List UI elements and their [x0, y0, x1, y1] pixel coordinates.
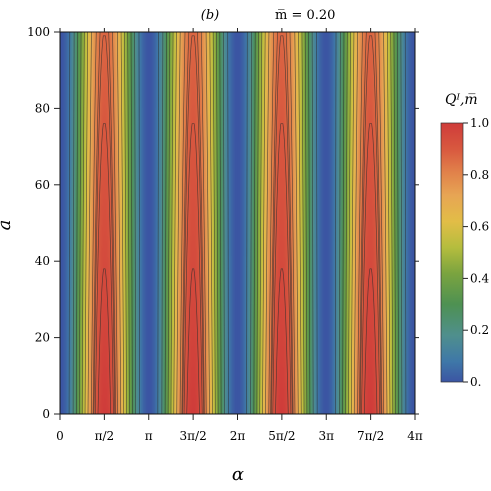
y-tick-label: 20: [35, 331, 50, 345]
y-tick-label: 40: [35, 254, 50, 268]
x-tick-label: 3π/2: [180, 429, 207, 443]
contour-line: [339, 32, 403, 414]
contour-line: [335, 32, 407, 414]
x-tick-label: 2π: [230, 429, 246, 443]
contour-line: [359, 35, 382, 414]
contour-line: [181, 32, 205, 414]
contour-line: [361, 123, 381, 414]
contour-lines: [68, 32, 407, 414]
contour-line: [182, 35, 204, 414]
x-tick-label: π/2: [95, 429, 115, 443]
contour-line: [173, 32, 213, 414]
x-tick-label: 0: [56, 429, 64, 443]
contour-line: [164, 32, 222, 414]
y-axis-label: a̅: [0, 220, 15, 231]
x-axis-label: α: [232, 464, 244, 485]
contour-line: [94, 123, 114, 414]
contour-line: [186, 268, 200, 414]
contour-line: [183, 123, 203, 414]
contour-line: [179, 32, 207, 414]
contour-line: [253, 32, 311, 414]
contour-line: [81, 32, 127, 414]
contour-line: [357, 32, 385, 414]
contour-line: [84, 32, 125, 414]
colorbar-tick-label: 1.0: [470, 116, 489, 130]
colorbar-tick-label: 0.8: [470, 168, 489, 182]
x-tick-label: 4π: [407, 429, 423, 443]
contour-line: [157, 32, 229, 414]
colorbar-tick-label: 0.6: [470, 220, 489, 234]
colorbar-scale: [440, 122, 464, 383]
contour-line: [271, 35, 293, 414]
contour-line: [176, 32, 210, 414]
contour-line: [265, 32, 299, 414]
panel-label: (b): [201, 8, 219, 23]
contour-line: [90, 32, 118, 414]
y-tick-label: 60: [35, 178, 50, 192]
contour-line: [353, 32, 388, 414]
y-tick-label: 0: [42, 407, 50, 421]
contour-line: [72, 32, 136, 414]
chart-subtitle: m̅ = 0.20: [275, 8, 335, 23]
contour-line: [87, 32, 122, 414]
contour-line: [363, 268, 378, 414]
contour-line: [161, 32, 225, 414]
contour-line: [79, 32, 130, 414]
contour-line: [270, 32, 294, 414]
contour-line: [262, 32, 302, 414]
colorbar-tick-label: 0.4: [470, 271, 489, 285]
contour-line: [342, 32, 399, 414]
x-tick-label: 5π/2: [268, 429, 295, 443]
contour-line: [170, 32, 216, 414]
contour-line: [250, 32, 314, 414]
contour-line: [275, 268, 289, 414]
contour-line: [167, 32, 219, 414]
contour-line: [268, 32, 296, 414]
contour-line: [68, 32, 140, 414]
contour-line: [350, 32, 391, 414]
contour-line: [97, 268, 112, 414]
contour-line: [259, 32, 305, 414]
contour-line: [359, 32, 383, 414]
x-tick-label: π: [145, 429, 153, 443]
colorbar-tick-label: 0.2: [470, 323, 489, 337]
colorbar-tick-label: 0.: [470, 375, 481, 389]
contour-line: [93, 35, 116, 414]
y-axis: 0 20 40 60 80 100: [27, 25, 419, 421]
x-tick-label: 3π: [318, 429, 334, 443]
contour-line: [345, 32, 396, 414]
y-tick-label: 100: [27, 25, 50, 39]
colorbar-label: Qᴵ,m̅: [445, 92, 478, 108]
contour-line: [256, 32, 308, 414]
contour-line: [348, 32, 394, 414]
x-tick-label: 7π/2: [357, 429, 384, 443]
colorbar-axis: 0. 0.2 0.4 0.6 0.8 1.0: [463, 116, 489, 389]
x-axis: 0 π/2 π 3π/2 2π 5π/2 3π 7π/2 4π: [56, 28, 423, 443]
contour-line: [92, 32, 116, 414]
contour-line: [246, 32, 318, 414]
contour-line: [76, 32, 133, 414]
contour-line: [272, 123, 292, 414]
y-tick-label: 80: [35, 101, 50, 115]
